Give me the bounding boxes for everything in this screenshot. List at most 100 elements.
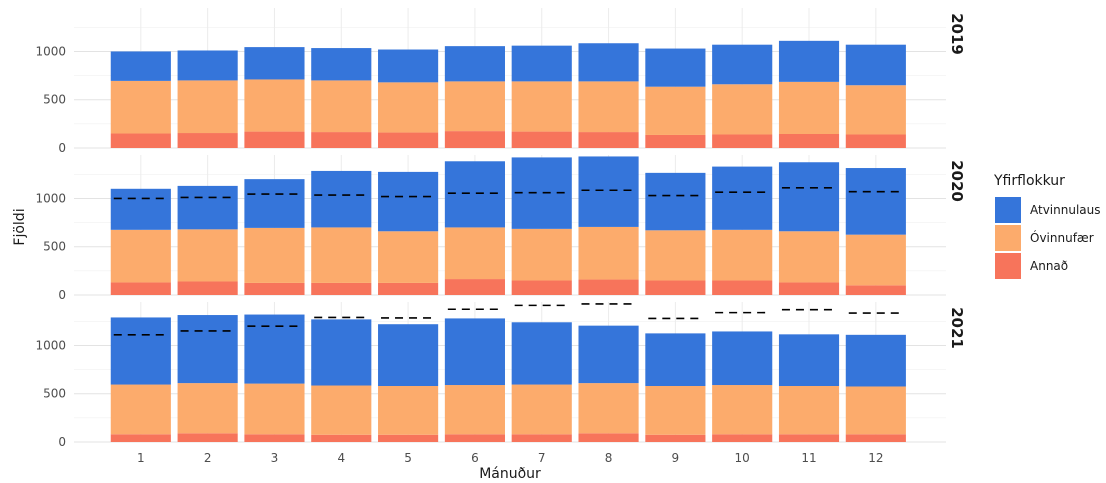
x-tick-label: 1	[137, 451, 145, 465]
bar--vinnuf-r-7	[511, 81, 572, 132]
y-tick-label: 500	[43, 240, 66, 254]
legend-label: Óvinnufær	[1030, 230, 1094, 245]
y-tick-label: 0	[58, 435, 66, 449]
bar-atvinnulaus-1	[110, 188, 171, 230]
bar--vinnuf-r-8	[578, 383, 639, 434]
x-tick-label: 11	[801, 451, 816, 465]
x-tick-label: 10	[735, 451, 750, 465]
x-tick-label: 2	[204, 451, 212, 465]
x-tick-label: 6	[471, 451, 479, 465]
bar--vinnuf-r-5	[378, 386, 439, 435]
bar-atvinnulaus-10	[712, 44, 773, 85]
bar--vinnuf-r-9	[645, 386, 706, 435]
bar--vinnuf-r-11	[778, 231, 840, 283]
bar-anna--11	[778, 282, 840, 295]
bar-atvinnulaus-4	[311, 319, 372, 386]
bar--vinnuf-r-4	[311, 385, 372, 435]
x-axis-title: Mánuður	[479, 466, 541, 482]
facet-panel-2020: 0 500 1000 2020	[35, 155, 966, 302]
bar-atvinnulaus-6	[444, 318, 505, 386]
bar-atvinnulaus-2	[177, 315, 238, 384]
bar-atvinnulaus-5	[378, 49, 439, 83]
bar-anna--2	[177, 433, 238, 442]
x-tick-label: 12	[868, 451, 883, 465]
bar-anna--9	[645, 134, 706, 148]
bar-atvinnulaus-5	[378, 324, 439, 386]
bar-atvinnulaus-7	[511, 322, 572, 385]
bar-atvinnulaus-3	[244, 179, 305, 228]
bar--vinnuf-r-9	[645, 86, 706, 135]
bar-atvinnulaus-3	[244, 314, 305, 384]
bar--vinnuf-r-10	[712, 229, 773, 281]
bar-anna--10	[712, 434, 773, 442]
bar-anna--5	[378, 282, 439, 295]
legend-swatch-anna-	[995, 253, 1021, 279]
bar-atvinnulaus-1	[110, 317, 171, 385]
bar--vinnuf-r-11	[778, 386, 840, 435]
y-tick-label: 1000	[35, 191, 66, 205]
bar-atvinnulaus-11	[778, 162, 840, 232]
bar--vinnuf-r-8	[578, 81, 639, 133]
bar-atvinnulaus-8	[578, 43, 639, 82]
x-tick-label: 7	[538, 451, 546, 465]
x-tick-label: 9	[672, 451, 680, 465]
bar-atvinnulaus-3	[244, 47, 305, 80]
facet-panel-2019: 0 500 1000 2019	[35, 8, 966, 155]
bar-atvinnulaus-12	[845, 168, 906, 235]
bar--vinnuf-r-2	[177, 80, 238, 134]
bar--vinnuf-r-10	[712, 84, 773, 135]
bar-atvinnulaus-4	[311, 170, 372, 228]
bar-atvinnulaus-11	[778, 40, 840, 82]
facet-strip-label: 2020	[948, 160, 966, 202]
bar-atvinnulaus-9	[645, 172, 706, 231]
bar-anna--12	[845, 434, 906, 442]
bar-anna--5	[378, 132, 439, 148]
bar--vinnuf-r-1	[110, 80, 171, 134]
bar-anna--1	[110, 133, 171, 148]
bar--vinnuf-r-1	[110, 229, 171, 283]
bar-atvinnulaus-2	[177, 50, 238, 81]
bar-anna--4	[311, 282, 372, 295]
bar--vinnuf-r-2	[177, 383, 238, 434]
bar-atvinnulaus-12	[845, 44, 906, 86]
bar--vinnuf-r-3	[244, 79, 305, 132]
bar-anna--12	[845, 285, 906, 295]
facet-strip-label: 2021	[948, 307, 966, 349]
bar-anna--8	[578, 132, 639, 148]
bar-atvinnulaus-9	[645, 333, 706, 386]
bar-anna--3	[244, 434, 305, 442]
y-tick-label: 0	[58, 141, 66, 155]
bar--vinnuf-r-8	[578, 226, 639, 280]
bar--vinnuf-r-11	[778, 81, 840, 134]
x-tick-label: 8	[605, 451, 613, 465]
legend-title: Yfirflokkur	[993, 173, 1065, 189]
bar-atvinnulaus-10	[712, 166, 773, 230]
bar-atvinnulaus-9	[645, 48, 706, 87]
bar-atvinnulaus-10	[712, 331, 773, 386]
bar--vinnuf-r-3	[244, 227, 305, 283]
bar--vinnuf-r-6	[444, 227, 505, 280]
bar-anna--2	[177, 281, 238, 295]
bar-anna--5	[378, 434, 439, 442]
bar--vinnuf-r-7	[511, 228, 572, 281]
bar-anna--3	[244, 282, 305, 295]
facet-panel-2021: 0 500 1000 2021	[35, 302, 966, 449]
bar-anna--4	[311, 132, 372, 148]
legend-label: Atvinnulaus	[1030, 203, 1101, 217]
bar-atvinnulaus-1	[110, 51, 171, 81]
bar--vinnuf-r-9	[645, 230, 706, 281]
bar-anna--6	[444, 131, 505, 148]
bar--vinnuf-r-12	[845, 386, 906, 435]
bar--vinnuf-r-4	[311, 227, 372, 283]
x-tick-label: 3	[271, 451, 279, 465]
y-tick-label: 0	[58, 288, 66, 302]
bar--vinnuf-r-3	[244, 383, 305, 435]
bar--vinnuf-r-5	[378, 82, 439, 133]
x-tick-label: 4	[337, 451, 345, 465]
bar--vinnuf-r-6	[444, 385, 505, 435]
bar-anna--6	[444, 279, 505, 295]
bar--vinnuf-r-5	[378, 231, 439, 283]
bar-anna--2	[177, 133, 238, 148]
bar-anna--11	[778, 134, 840, 148]
